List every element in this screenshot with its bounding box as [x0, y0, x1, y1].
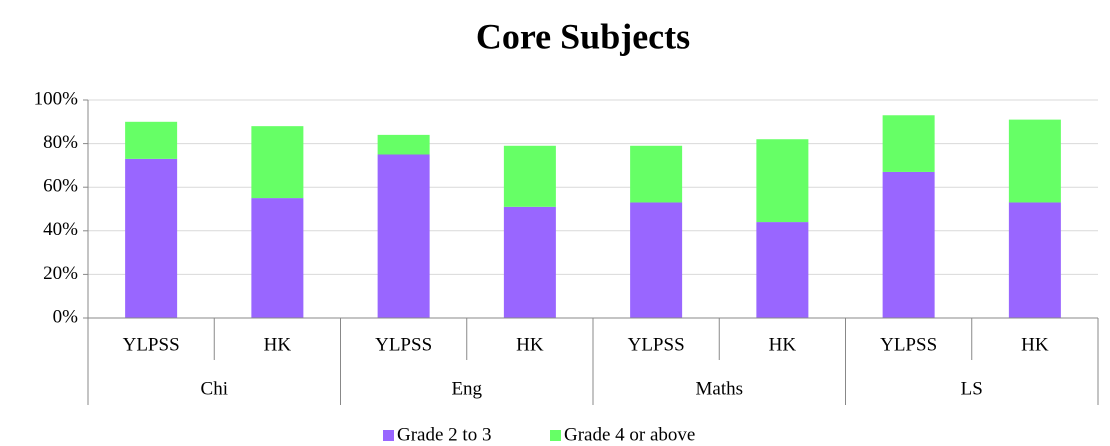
- bar: [503, 206, 556, 318]
- bar: [125, 158, 178, 318]
- x-tick-label: YLPSS: [880, 334, 937, 355]
- x-tick-label: YLPSS: [375, 334, 432, 355]
- x-tick-label: HK: [769, 334, 797, 355]
- legend-swatch: [383, 430, 394, 441]
- legend-label: Grade 2 to 3: [397, 424, 491, 445]
- bar: [630, 202, 683, 318]
- bar: [1008, 202, 1061, 318]
- y-tick-label: 80%: [43, 132, 78, 153]
- x-tick-label: HK: [1021, 334, 1049, 355]
- bar: [882, 171, 935, 318]
- group-label: LS: [961, 378, 983, 399]
- bar: [1008, 119, 1061, 203]
- group-label: Eng: [451, 378, 482, 399]
- bar: [630, 145, 683, 203]
- bar: [251, 198, 304, 318]
- y-tick-label: 40%: [43, 219, 78, 240]
- group-label: Chi: [201, 378, 228, 399]
- x-tick-label: YLPSS: [628, 334, 685, 355]
- y-tick-label: 100%: [34, 88, 79, 109]
- bar: [756, 139, 809, 223]
- bar: [503, 145, 556, 207]
- chart-title: Core Subjects: [476, 16, 690, 56]
- bar: [756, 222, 809, 318]
- bar: [882, 115, 935, 172]
- group-label: Maths: [696, 378, 744, 399]
- legend-swatch: [550, 430, 561, 441]
- x-tick-label: HK: [264, 334, 292, 355]
- bar: [125, 121, 178, 159]
- bar: [251, 126, 304, 199]
- y-tick-label: 60%: [43, 176, 78, 197]
- bar: [377, 134, 430, 155]
- x-tick-label: YLPSS: [123, 334, 180, 355]
- y-tick-label: 0%: [53, 306, 79, 327]
- x-tick-label: HK: [516, 334, 544, 355]
- bar: [377, 154, 430, 318]
- y-tick-label: 20%: [43, 263, 78, 284]
- legend-label: Grade 4 or above: [564, 424, 695, 445]
